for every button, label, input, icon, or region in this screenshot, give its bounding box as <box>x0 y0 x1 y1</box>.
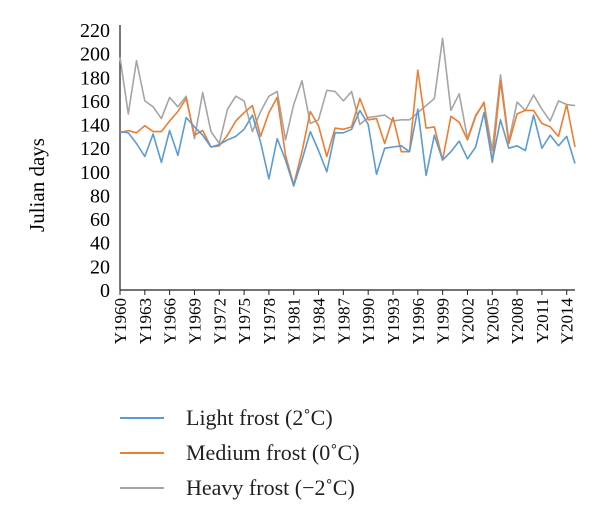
y-tick-label: 0 <box>100 280 110 302</box>
legend-item-medium-frost: Medium frost (0˚C) <box>120 435 360 470</box>
legend-item-heavy-frost: Heavy frost (−2˚C) <box>120 470 360 505</box>
x-tick-label: Y1969 <box>185 298 204 344</box>
legend-swatch-light-frost <box>120 416 164 419</box>
y-tick-label: 220 <box>80 20 110 42</box>
x-tick-label: Y1999 <box>434 298 453 344</box>
series-line-medium-frost <box>119 69 576 186</box>
legend-label-light-frost: Light frost (2˚C) <box>186 404 333 430</box>
x-tick-label: Y1975 <box>235 298 254 344</box>
legend: Light frost (2˚C) Medium frost (0˚C) Hea… <box>120 400 360 505</box>
x-tick-label: Y1978 <box>260 298 279 344</box>
x-tick-label: Y1963 <box>136 298 155 344</box>
x-tick-label: Y2005 <box>483 298 502 344</box>
y-tick-label: 160 <box>80 91 110 113</box>
legend-label-medium-frost: Medium frost (0˚C) <box>186 439 360 465</box>
y-tick-label: 60 <box>90 209 110 231</box>
legend-swatch-heavy-frost <box>120 486 164 489</box>
x-tick-label: Y1990 <box>359 298 378 344</box>
x-tick-label: Y1981 <box>285 298 304 344</box>
y-tick-label: 200 <box>80 44 110 66</box>
x-tick-label: Y1966 <box>161 298 180 344</box>
axes <box>119 25 575 291</box>
y-tick-label: 20 <box>90 256 110 278</box>
y-axis-label: Julian days <box>25 138 49 232</box>
y-tick-label: 120 <box>80 138 110 160</box>
x-axis-ticks: Y1960 Y1963 Y1966 Y1969 Y1972 Y1975 Y1978 Y1981… <box>111 290 577 344</box>
legend-item-light-frost: Light frost (2˚C) <box>120 400 360 435</box>
x-tick-label: Y2014 <box>558 298 577 345</box>
y-tick-label: 180 <box>80 67 110 89</box>
x-tick-label: Y2008 <box>508 298 527 344</box>
x-tick-label: Y1972 <box>210 298 229 344</box>
y-tick-label: 80 <box>90 185 110 207</box>
legend-label-heavy-frost: Heavy frost (−2˚C) <box>186 474 355 500</box>
series-lines <box>119 37 576 187</box>
legend-swatch-medium-frost <box>120 451 164 454</box>
y-tick-label: 40 <box>90 233 110 255</box>
x-tick-label: Y1984 <box>310 298 329 345</box>
y-tick-label: 100 <box>80 162 110 184</box>
y-tick-label: 140 <box>80 115 110 137</box>
x-tick-label: Y1987 <box>334 298 353 345</box>
x-tick-label: Y2011 <box>533 298 552 344</box>
x-tick-label: Y1993 <box>384 298 403 344</box>
x-tick-label: Y2002 <box>458 298 477 344</box>
x-tick-label: Y1960 <box>111 298 130 344</box>
series-line-light-frost <box>119 108 576 187</box>
x-tick-label: Y1996 <box>409 298 428 344</box>
